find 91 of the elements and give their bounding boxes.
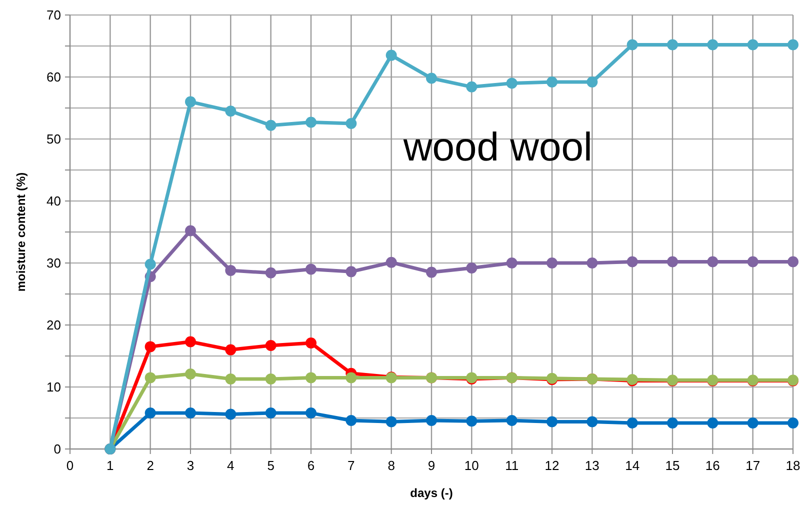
x-tick-label: 10 xyxy=(464,458,479,473)
point xyxy=(346,118,357,129)
point xyxy=(707,39,718,50)
point xyxy=(506,78,518,89)
x-tick-label: 6 xyxy=(307,458,315,473)
point xyxy=(225,344,236,356)
point xyxy=(144,258,156,270)
point xyxy=(225,373,236,384)
x-tick-label: 9 xyxy=(428,458,436,473)
point xyxy=(386,416,397,428)
point xyxy=(667,256,678,268)
point xyxy=(346,266,357,278)
x-tick-label: 17 xyxy=(746,458,760,473)
point xyxy=(466,81,478,92)
point xyxy=(466,416,478,427)
point xyxy=(185,96,196,108)
y-tick-label: 10 xyxy=(46,380,61,395)
x-tick-label: 12 xyxy=(544,458,560,473)
y-tick-label: 60 xyxy=(46,70,61,85)
point xyxy=(707,256,718,268)
point xyxy=(265,120,276,131)
y-tick-label: 20 xyxy=(46,318,61,333)
point xyxy=(265,267,276,278)
point xyxy=(586,416,598,428)
point xyxy=(426,414,437,426)
y-tick-label: 30 xyxy=(46,256,61,271)
y-tick-label: 50 xyxy=(46,132,61,147)
y-tick-label: 40 xyxy=(46,194,61,209)
point xyxy=(265,408,276,419)
point xyxy=(506,414,518,426)
x-tick-label: 2 xyxy=(146,458,154,473)
point xyxy=(546,76,558,88)
point xyxy=(466,262,478,274)
x-tick-label: 3 xyxy=(186,458,194,473)
x-tick-label: 8 xyxy=(388,458,395,473)
point xyxy=(346,414,357,426)
y-tick-label: 0 xyxy=(54,442,61,457)
point xyxy=(386,256,397,268)
point xyxy=(185,336,196,348)
point xyxy=(346,372,357,384)
point xyxy=(506,258,518,268)
point xyxy=(386,50,397,61)
x-tick-label: 16 xyxy=(705,458,720,473)
point xyxy=(788,417,798,428)
x-tick-label: 18 xyxy=(786,458,800,473)
point xyxy=(306,408,316,419)
point xyxy=(626,39,638,50)
x-tick-label: 4 xyxy=(227,458,234,473)
point xyxy=(586,258,598,268)
x-tick-label: 14 xyxy=(625,458,640,473)
point xyxy=(707,417,718,428)
x-tick-label: 13 xyxy=(584,458,600,473)
point xyxy=(144,408,156,419)
point xyxy=(265,373,276,384)
y-axis-title: moisture content (%) xyxy=(14,172,28,292)
point xyxy=(306,116,316,128)
point xyxy=(426,72,437,84)
point xyxy=(225,264,236,276)
point xyxy=(225,408,236,420)
point xyxy=(788,39,798,50)
x-tick-label: 7 xyxy=(348,458,355,473)
x-tick-label: 0 xyxy=(66,458,74,473)
point xyxy=(626,256,638,268)
y-tick-label: 70 xyxy=(46,8,61,23)
point xyxy=(426,266,437,278)
point xyxy=(306,337,316,348)
point xyxy=(265,340,276,351)
annotation: wood wool xyxy=(402,126,592,170)
point xyxy=(788,256,798,268)
x-tick-label: 5 xyxy=(267,458,274,473)
point xyxy=(306,372,316,384)
x-tick-label: 11 xyxy=(505,458,519,473)
x-tick-label: 1 xyxy=(106,458,114,473)
point xyxy=(667,417,678,428)
x-axis-title: days (-) xyxy=(410,486,453,500)
point xyxy=(144,341,156,352)
point xyxy=(306,264,316,275)
x-tick-label: 15 xyxy=(665,458,680,473)
point xyxy=(667,39,678,50)
point xyxy=(185,368,196,380)
point xyxy=(225,106,236,117)
point xyxy=(586,76,598,88)
point xyxy=(144,372,156,384)
point xyxy=(747,417,758,428)
point xyxy=(747,256,758,268)
point xyxy=(546,416,558,428)
point xyxy=(626,417,638,428)
point xyxy=(185,225,196,236)
point xyxy=(185,408,196,419)
point xyxy=(546,258,558,268)
point xyxy=(747,39,758,50)
